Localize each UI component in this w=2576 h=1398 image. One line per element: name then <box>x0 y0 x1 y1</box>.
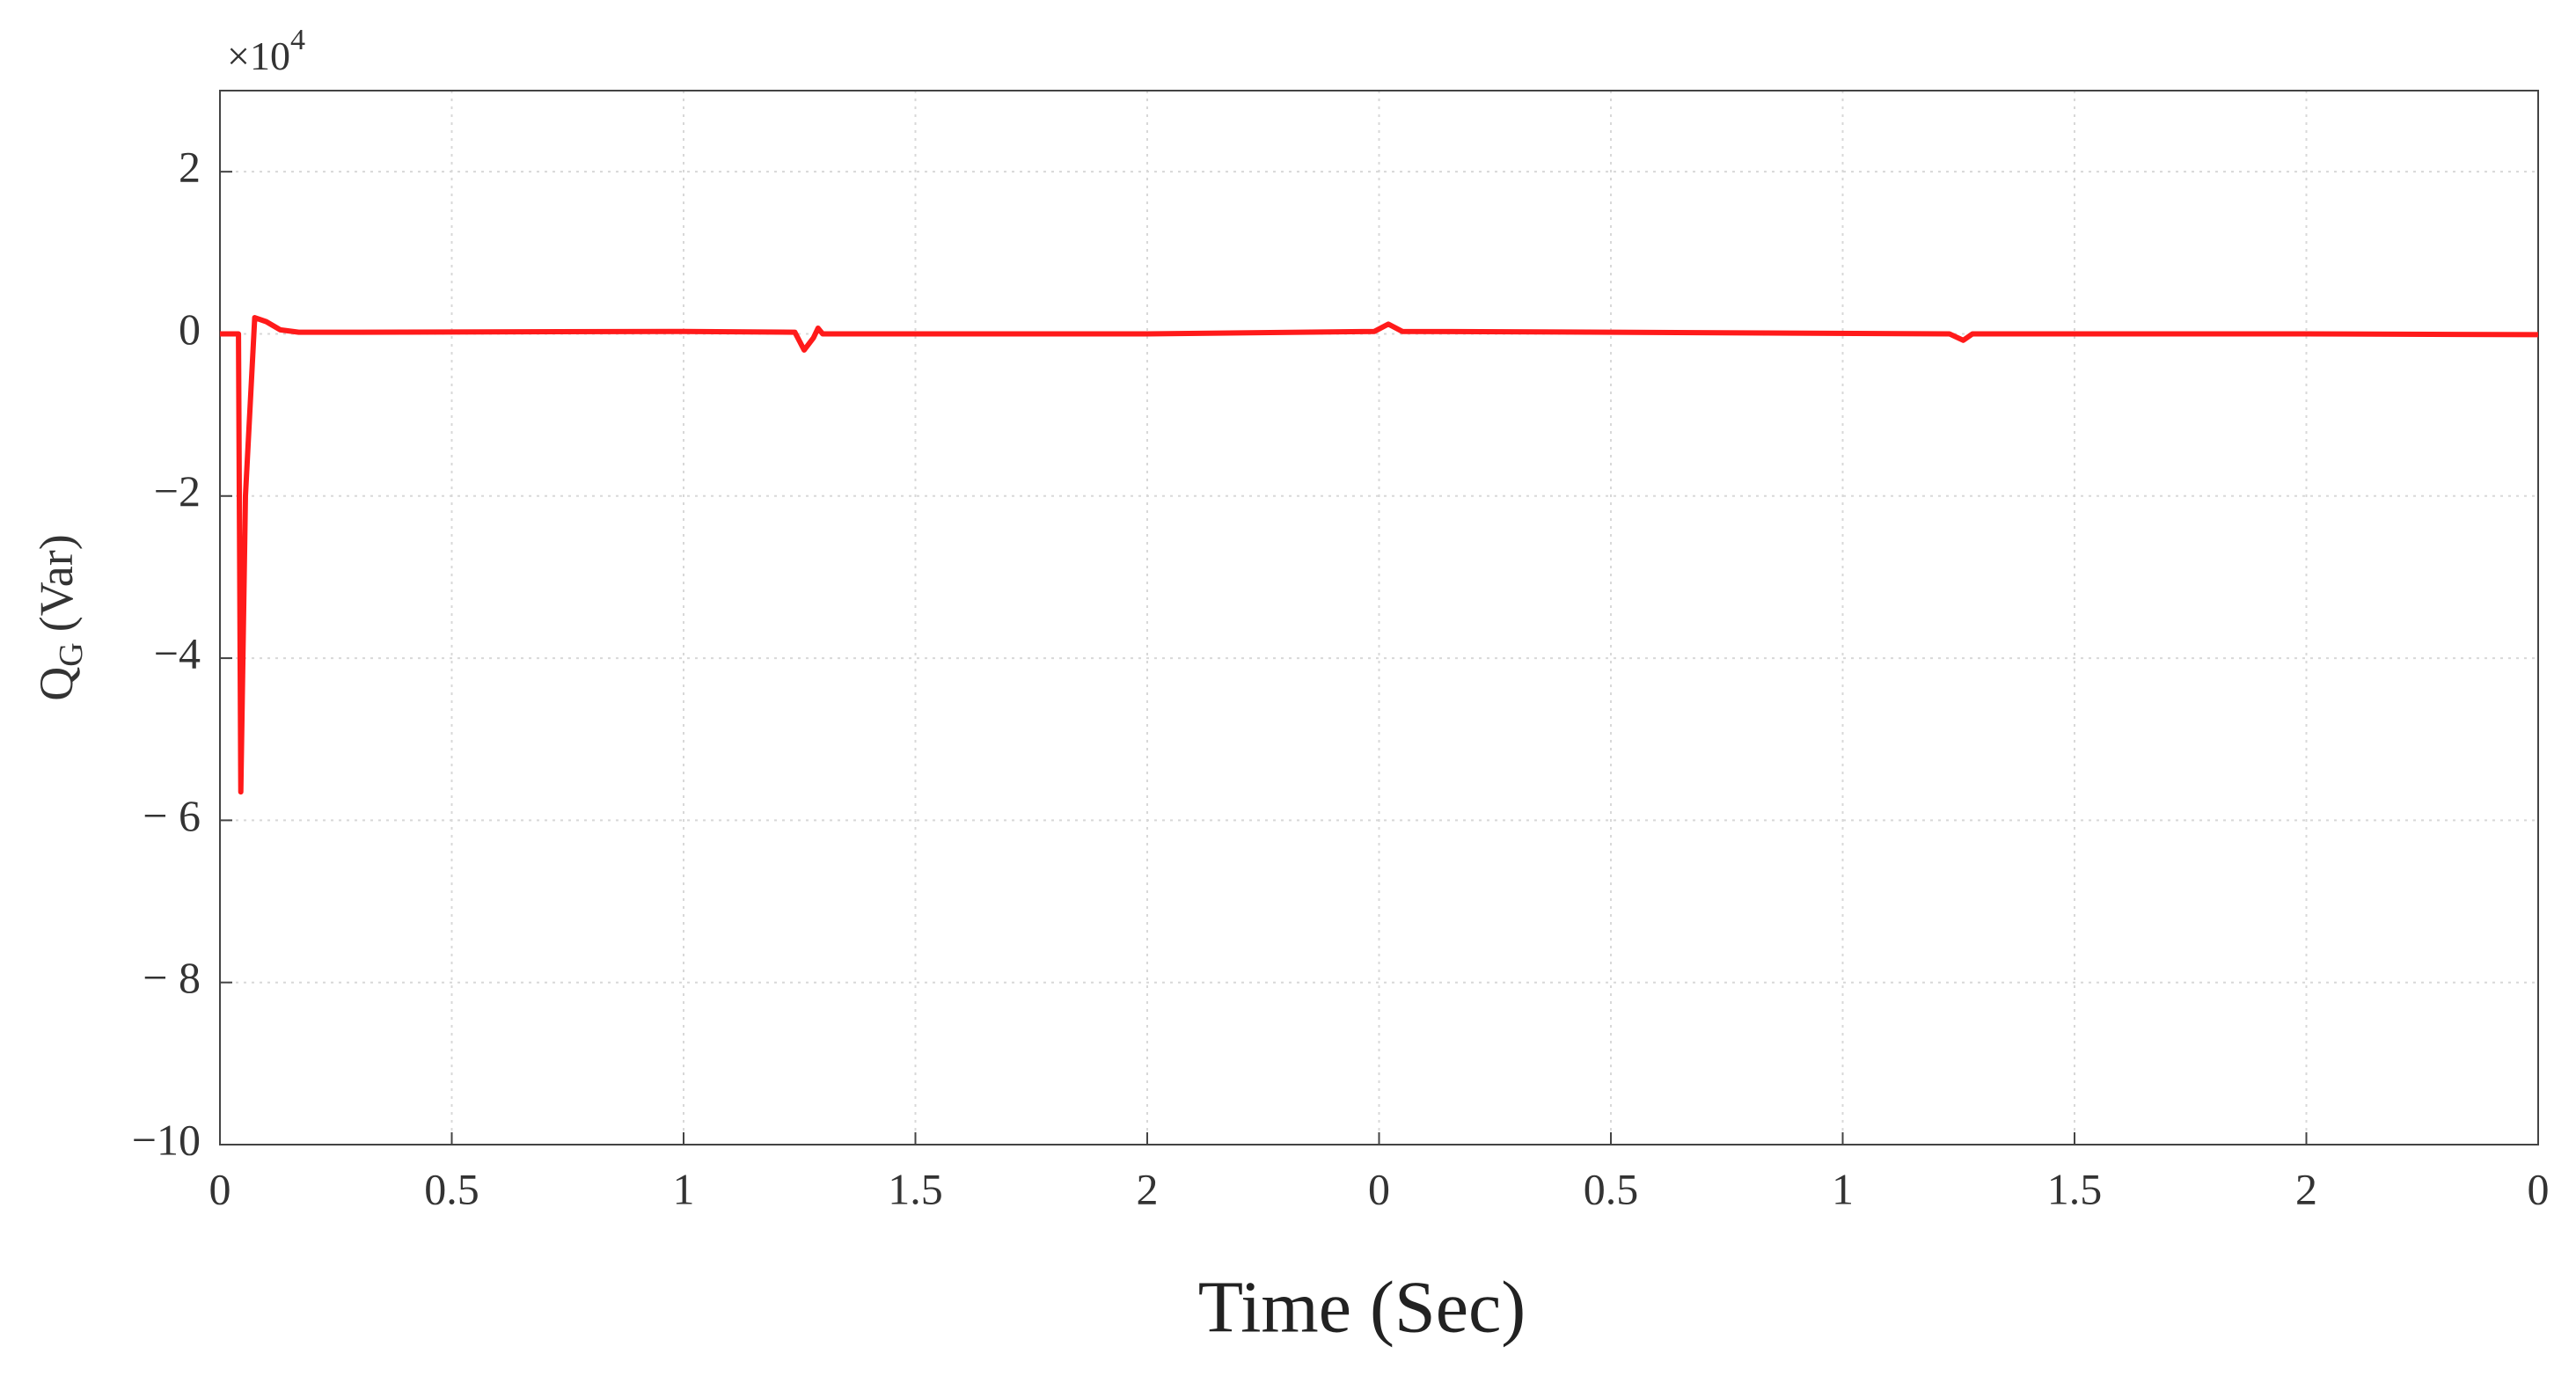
y-tick-label: −10 <box>132 1115 201 1164</box>
x-tick-label: 0 <box>2528 1164 2550 1213</box>
x-tick-label: 2 <box>2295 1164 2317 1213</box>
y-multiplier: ×104 <box>227 24 305 78</box>
x-tick-label: 0.5 <box>1584 1164 1639 1213</box>
x-tick-label: 2 <box>1137 1164 1159 1213</box>
multiplier-base: ×10 <box>227 33 290 78</box>
y-tick-label: −4 <box>154 629 201 678</box>
y-label-subscript: G <box>53 642 90 666</box>
y-tick-label: −2 <box>154 466 201 516</box>
y-tick-label: 0 <box>179 304 201 354</box>
y-tick-label: − 6 <box>143 791 201 840</box>
y-label-unit: (Var) <box>30 534 83 632</box>
plot-frame <box>219 90 2539 1145</box>
x-tick-label: 1.5 <box>2047 1164 2103 1213</box>
x-tick-label: 0 <box>209 1164 231 1213</box>
x-tick-label: 1.5 <box>888 1164 943 1213</box>
x-tick-label: 1 <box>1832 1164 1854 1213</box>
x-tick-label: 0 <box>1368 1164 1390 1213</box>
data-line <box>220 315 2539 795</box>
x-tick-label: 0.5 <box>424 1164 479 1213</box>
multiplier-exponent: 4 <box>290 24 305 56</box>
y-label-symbol: Q <box>30 667 83 701</box>
y-tick-label: 2 <box>179 143 201 192</box>
y-tick-label: − 8 <box>143 953 201 1002</box>
x-axis-title: Time (Sec) <box>1198 1266 1526 1348</box>
y-axis-title: QG (Var) <box>30 534 89 700</box>
x-tick-label: 1 <box>673 1164 695 1213</box>
